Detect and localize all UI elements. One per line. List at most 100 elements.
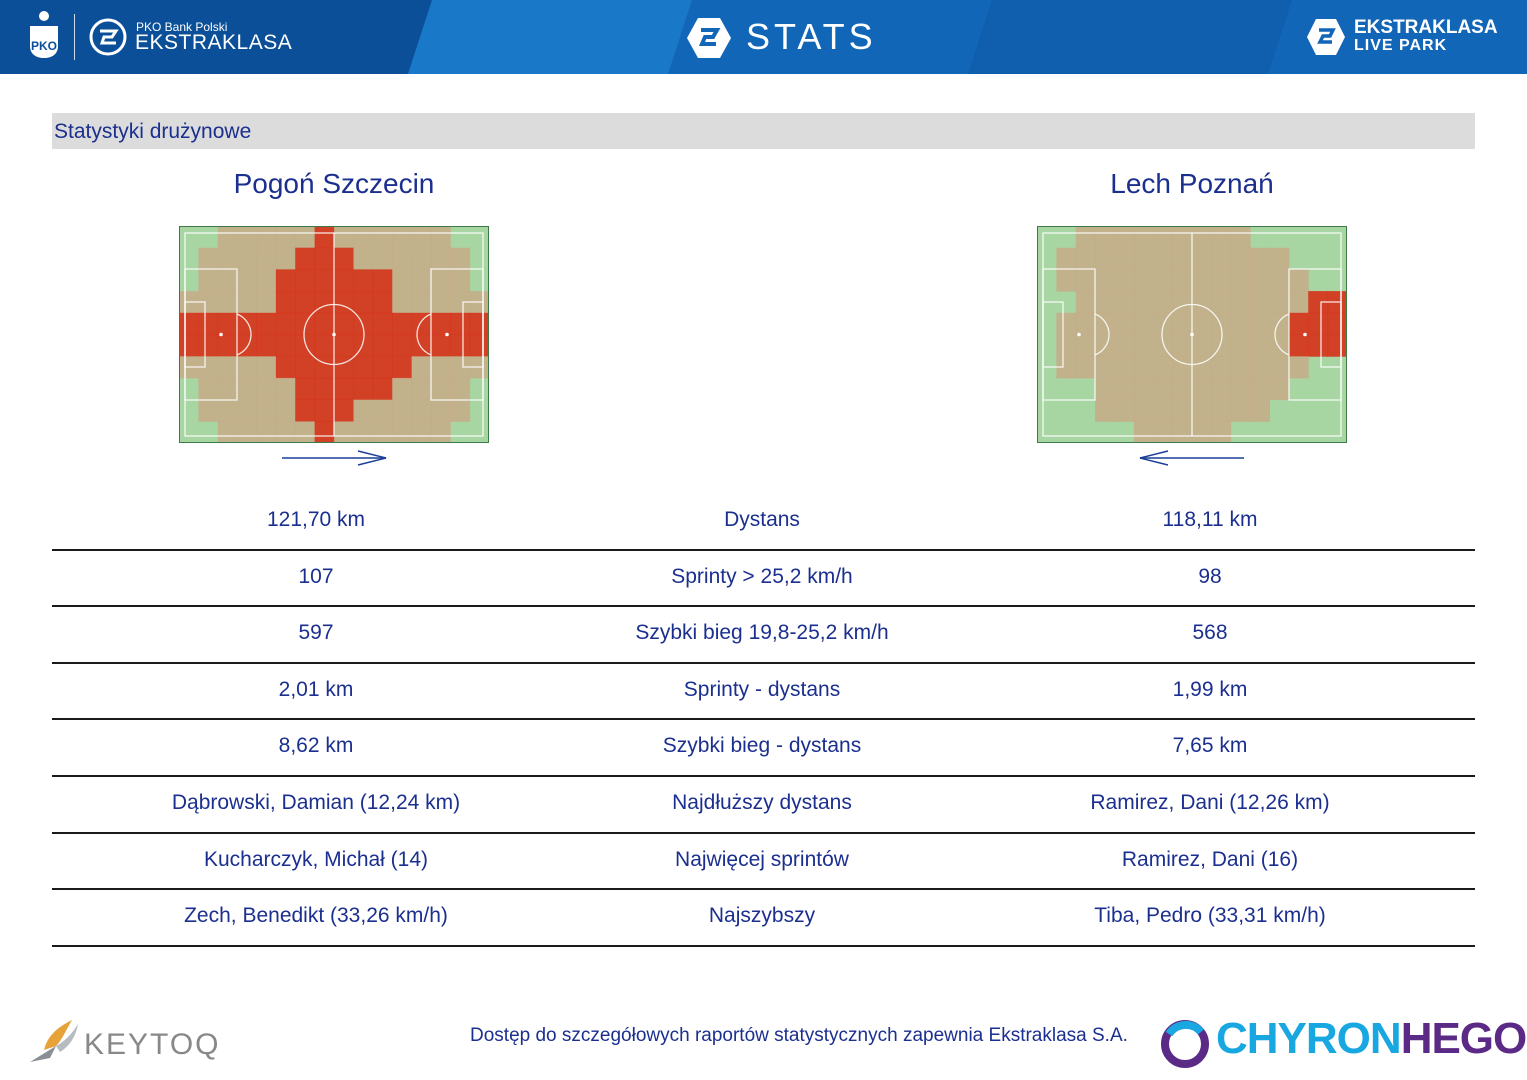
stat-row: Dąbrowski, Damian (12,24 km) Najdłuższy … <box>52 777 1475 834</box>
heatmap-cell <box>411 377 432 401</box>
heatmap-cell <box>217 356 238 379</box>
away-value: 568 <box>1192 621 1228 645</box>
home-value: Zech, Benedikt (33,26 km/h) <box>184 904 448 928</box>
heatmap-cell <box>1095 334 1115 357</box>
heatmap-cell <box>256 291 277 314</box>
heatmap-cell <box>1172 421 1193 443</box>
heatmap-cell <box>1192 312 1212 335</box>
heatmap-cell <box>1230 399 1251 422</box>
heatmap-cell <box>392 291 412 314</box>
heatmap-cell <box>237 226 257 249</box>
header-bar: PKO PKO Bank Polski EKSTRAKLASA STATS EK… <box>0 0 1527 74</box>
heatmap-cell <box>256 334 277 357</box>
heatmap-cell <box>450 377 471 401</box>
heatmap-cell <box>1327 312 1347 335</box>
heatmap-cell <box>1211 291 1232 314</box>
heatmap-cell <box>1172 356 1193 379</box>
heatmap-cell <box>450 269 471 292</box>
heatmap-cell <box>392 247 412 270</box>
pitch-spot <box>1190 332 1194 337</box>
page-title: STATS <box>746 16 877 57</box>
heatmap-cell <box>1211 312 1232 335</box>
heatmap-cell <box>372 421 393 443</box>
heatmap-cell <box>1153 421 1174 443</box>
heatmap-cell <box>1056 247 1077 270</box>
heatmap-cell <box>430 377 451 401</box>
heatmap-cell <box>1230 377 1251 401</box>
heatmap-cell <box>1192 334 1212 357</box>
heatmap-cell <box>450 356 471 379</box>
heatmap-cell <box>1075 291 1096 314</box>
league-name: EKSTRAKLASA <box>135 31 293 54</box>
stats-logo-icon <box>687 18 731 58</box>
heatmap-cell <box>450 399 471 422</box>
heatmap-cell <box>217 226 238 249</box>
live-park-subtitle: LIVE PARK <box>1354 37 1448 54</box>
heatmap-cell <box>1133 377 1154 401</box>
heatmap-cell <box>1211 399 1232 422</box>
attack-direction-left-icon <box>1139 450 1244 466</box>
heatmap-cell <box>295 247 316 270</box>
heatmap-cell <box>1153 226 1174 249</box>
heatmap-cell <box>1153 399 1174 422</box>
pitch-spot <box>445 332 449 337</box>
heatmap-cell <box>1269 291 1290 314</box>
heatmap-cell <box>275 269 296 292</box>
heatmap-cell <box>1172 226 1193 249</box>
heatmap-cell <box>1095 269 1115 292</box>
away-value: 118,11 km <box>1162 508 1258 531</box>
heatmap-cell <box>392 399 412 422</box>
heatmap-cell <box>237 247 257 270</box>
goal-box-right <box>462 301 484 368</box>
heatmap-cell <box>334 356 354 379</box>
heatmap-cell <box>1056 334 1077 357</box>
heatmap-cell <box>198 399 219 422</box>
heatmap-cell <box>1250 312 1270 335</box>
section-header: Statystyki drużynowe <box>52 113 1475 149</box>
stat-row: Kucharczyk, Michał (14) Najwięcej sprint… <box>52 834 1475 891</box>
heatmap-cell <box>1230 226 1251 249</box>
heatmap-cell <box>353 312 374 335</box>
heatmap-cell <box>392 334 412 357</box>
heatmap-cell <box>1269 269 1290 292</box>
heatmap-cell <box>334 247 354 270</box>
heatmap-cell <box>217 334 238 357</box>
stat-label: Szybki bieg - dystans <box>662 734 862 758</box>
chyronhego-logo-icon <box>1161 1020 1209 1068</box>
stat-label: Szybki bieg 19,8-25,2 km/h <box>635 621 889 645</box>
away-team-name: Lech Poznań <box>1110 168 1274 199</box>
heatmap-cell <box>334 399 354 422</box>
heatmap-cell <box>411 312 432 335</box>
heatmap-cell <box>198 334 219 357</box>
header-shade <box>407 0 693 74</box>
heatmap-cell <box>237 421 257 443</box>
heatmap-cell <box>411 226 432 249</box>
heatmap-cell <box>314 247 335 270</box>
heatmap-cell <box>275 421 296 443</box>
heatmap-cell <box>295 356 316 379</box>
heatmap-cell <box>275 399 296 422</box>
pitch-spot <box>1077 332 1081 337</box>
heatmap-cell <box>295 377 316 401</box>
heatmap-cell <box>1230 312 1251 335</box>
heatmap-cell <box>1230 356 1251 379</box>
heatmap-cell <box>1153 269 1174 292</box>
home-value: 8,62 km <box>278 734 354 758</box>
heatmap-cell <box>1192 421 1212 443</box>
heatmap-cell <box>275 291 296 314</box>
footer-note: Dostęp do szczegółowych raportów statyst… <box>470 1025 1128 1046</box>
heatmap-cell <box>372 247 393 270</box>
heatmap-cell <box>353 226 374 249</box>
heatmap-cell <box>1250 356 1270 379</box>
heatmap-cell <box>314 356 335 379</box>
heatmap-cell <box>1133 312 1154 335</box>
heatmap-cell <box>275 226 296 249</box>
heatmap-cell <box>1172 334 1193 357</box>
heatmap-cell <box>1114 334 1135 357</box>
heatmap-cell <box>353 421 374 443</box>
heatmap-cell <box>1153 377 1174 401</box>
keytoq-logo-icon <box>30 1020 78 1062</box>
heatmap-cell <box>372 312 393 335</box>
heatmap-cell <box>295 312 316 335</box>
heatmap-cell <box>1153 247 1174 270</box>
